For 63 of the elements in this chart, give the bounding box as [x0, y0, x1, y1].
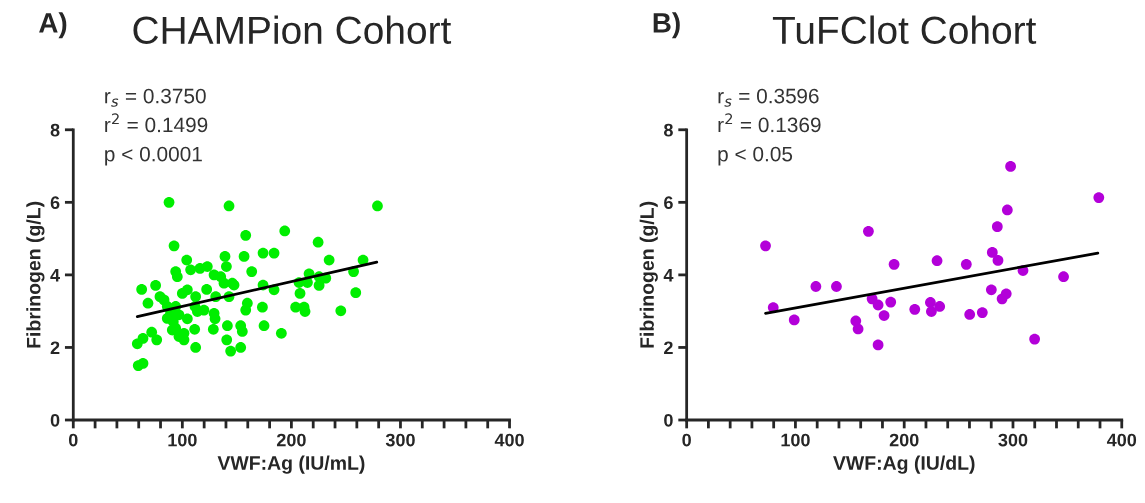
point [760, 240, 771, 252]
point [1000, 288, 1012, 300]
x-tick-label: 300 [998, 433, 1028, 447]
x-tick-label: 100 [168, 433, 197, 447]
point [872, 339, 884, 351]
y-tick-label: 0 [50, 413, 60, 427]
x-tick-label: 200 [889, 433, 919, 447]
point [878, 310, 890, 321]
x-tick-label: 0 [682, 433, 691, 447]
x-tick-label: 200 [276, 433, 306, 447]
x-tick-label: 400 [1106, 433, 1137, 447]
x-axis-title: VWF:Ag (IU/mL) [217, 455, 365, 474]
annotation: r$^{2}$ = 0.1369 [718, 113, 821, 133]
point [964, 309, 976, 320]
point [872, 299, 884, 311]
y-tick-label: 2 [50, 341, 60, 354]
x-tick-label: 400 [494, 433, 524, 447]
chart-title: TuFClot Cohort [772, 15, 1037, 45]
x-tick-label: 300 [385, 433, 415, 447]
point [1058, 271, 1069, 283]
point [1093, 192, 1105, 203]
x-axis-title: VWF:Ag (IU/dL) [833, 455, 975, 474]
point [985, 284, 997, 296]
point [909, 303, 921, 315]
point [885, 296, 897, 308]
text: A) [39, 12, 67, 39]
y-tick-label: 8 [663, 123, 673, 137]
annotation: p < 0.0001 [105, 146, 202, 166]
text: B) [653, 12, 680, 39]
point [931, 255, 943, 267]
point [960, 258, 972, 270]
y-axis-title: Fibrinogen (g/L) [26, 201, 45, 348]
text: r$_{s}$ = 0.3596 [718, 88, 819, 107]
y-tick-label: 6 [664, 196, 673, 210]
y-tick-label: 6 [50, 196, 60, 210]
point [992, 255, 1004, 266]
point [1029, 333, 1041, 345]
point [986, 247, 998, 258]
point [934, 301, 946, 312]
text: r$_{s}$ = 0.3750 [105, 88, 206, 107]
x-tick-label: 100 [781, 433, 810, 447]
point [831, 281, 842, 292]
y-tick-label: 2 [664, 341, 673, 354]
point [852, 323, 864, 335]
point [976, 307, 988, 318]
point [925, 297, 936, 308]
y-tick-label: 0 [664, 413, 673, 427]
point [926, 306, 937, 317]
y-tick-label: 4 [50, 269, 60, 282]
y-tick-label: 4 [663, 269, 674, 282]
point [991, 221, 1003, 233]
annotation: p < 0.05 [718, 146, 793, 166]
point [863, 225, 874, 237]
point [1001, 204, 1013, 216]
annotation: r$^{2}$ = 0.1499 [105, 113, 208, 133]
point [1005, 161, 1016, 172]
point [788, 314, 800, 326]
x-tick-label: 0 [68, 433, 78, 447]
y-tick-label: 8 [50, 123, 60, 137]
y-axis-title: Fibrinogen (g/L) [639, 201, 658, 348]
point [888, 258, 900, 270]
point [810, 281, 822, 292]
chart-title: CHAMPion Cohort [133, 15, 452, 45]
